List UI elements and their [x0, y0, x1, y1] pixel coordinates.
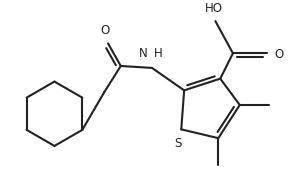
Text: HO: HO — [205, 2, 222, 15]
Text: O: O — [101, 24, 110, 37]
Text: S: S — [175, 137, 182, 150]
Text: N: N — [139, 47, 148, 60]
Text: O: O — [275, 48, 284, 61]
Text: H: H — [154, 47, 163, 60]
